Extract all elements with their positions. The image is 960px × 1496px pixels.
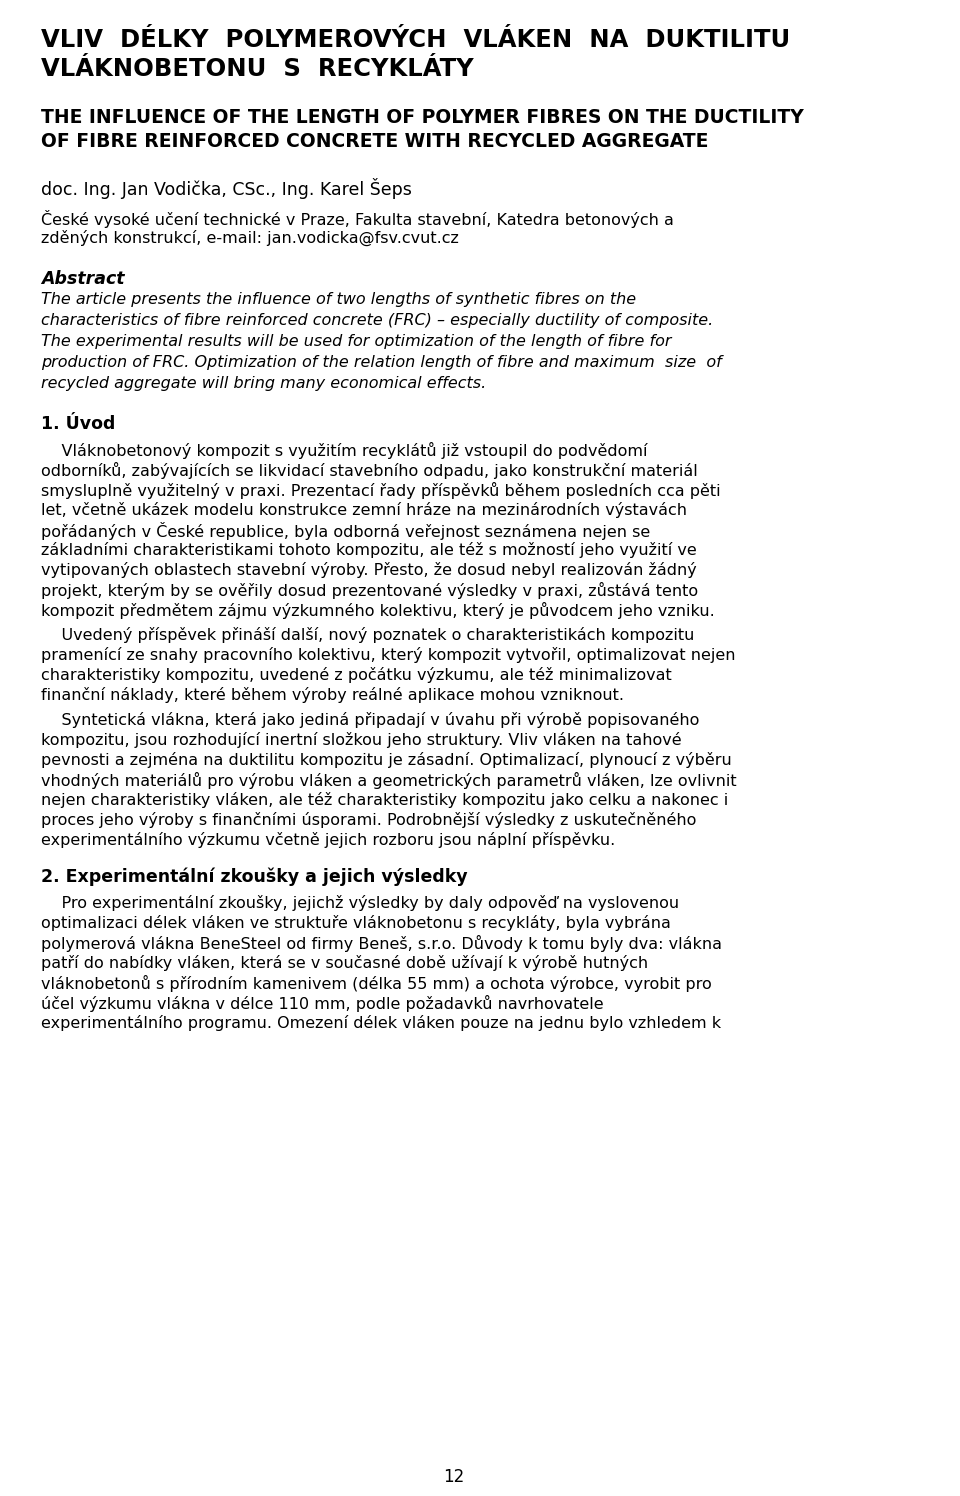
Text: vytipovaných oblastech stavební výroby. Přesto, že dosud nebyl realizován žádný: vytipovaných oblastech stavební výroby. … — [40, 562, 696, 577]
Text: 1. Úvod: 1. Úvod — [40, 414, 115, 432]
Text: optimalizaci délek vláken ve struktuře vláknobetonu s recykláty, byla vybrána: optimalizaci délek vláken ve struktuře v… — [40, 916, 670, 931]
Text: vláknobetonů s přírodním kamenivem (délka 55 mm) a ochota výrobce, vyrobit pro: vláknobetonů s přírodním kamenivem (délk… — [40, 975, 711, 992]
Text: zděných konstrukcí, e-mail: jan.vodicka@fsv.cvut.cz: zděných konstrukcí, e-mail: jan.vodicka@… — [40, 230, 459, 247]
Text: finanční náklady, které během výroby reálné aplikace mohou vzniknout.: finanční náklady, které během výroby reá… — [40, 687, 624, 703]
Text: 2. Experimentální zkoušky a jejich výsledky: 2. Experimentální zkoušky a jejich výsle… — [40, 868, 468, 886]
Text: projekt, kterým by se ověřily dosud prezentované výsledky v praxi, zůstává tento: projekt, kterým by se ověřily dosud prez… — [40, 582, 698, 598]
Text: pořádaných v České republice, byla odborná veřejnost seznámena nejen se: pořádaných v České republice, byla odbor… — [40, 522, 650, 540]
Text: odborníků, zabývajících se likvidací stavebního odpadu, jako konstrukční materiá: odborníků, zabývajících se likvidací sta… — [40, 462, 697, 479]
Text: účel výzkumu vlákna v délce 110 mm, podle požadavků navrhovatele: účel výzkumu vlákna v délce 110 mm, podl… — [40, 995, 603, 1011]
Text: Pro experimentální zkoušky, jejichž výsledky by daly odpověď na vyslovenou: Pro experimentální zkoušky, jejichž výsl… — [40, 895, 679, 911]
Text: Syntetická vlákna, která jako jediná připadají v úvahu při výrobě popisovaného: Syntetická vlákna, která jako jediná při… — [40, 712, 699, 729]
Text: smysluplně využitelný v praxi. Prezentací řady příspěvků během posledních cca pě: smysluplně využitelný v praxi. Prezentac… — [40, 482, 720, 500]
Text: experimentálního programu. Omezení délek vláken pouze na jednu bylo vzhledem k: experimentálního programu. Omezení délek… — [40, 1014, 721, 1031]
Text: experimentálního výzkumu včetně jejich rozboru jsou náplní příspěvku.: experimentálního výzkumu včetně jejich r… — [40, 832, 615, 848]
Text: vhodných materiálů pro výrobu vláken a geometrických parametrů vláken, lze ovliv: vhodných materiálů pro výrobu vláken a g… — [40, 772, 736, 788]
Text: charakteristiky kompozitu, uvedené z počátku výzkumu, ale též minimalizovat: charakteristiky kompozitu, uvedené z poč… — [40, 667, 671, 684]
Text: recycled aggregate will bring many economical effects.: recycled aggregate will bring many econo… — [40, 375, 486, 390]
Text: kompozitu, jsou rozhodující inertní složkou jeho struktury. Vliv vláken na tahov: kompozitu, jsou rozhodující inertní slož… — [40, 732, 682, 748]
Text: základními charakteristikami tohoto kompozitu, ale též s možností jeho využití v: základními charakteristikami tohoto komp… — [40, 542, 696, 558]
Text: proces jeho výroby s finančními úsporami. Podrobnější výsledky z uskutečněného: proces jeho výroby s finančními úsporami… — [40, 812, 696, 827]
Text: THE INFLUENCE OF THE LENGTH OF POLYMER FIBRES ON THE DUCTILITY
OF FIBRE REINFORC: THE INFLUENCE OF THE LENGTH OF POLYMER F… — [40, 108, 804, 151]
Text: Uvedený příspěvek přináší další, nový poznatek o charakteristikách kompozitu: Uvedený příspěvek přináší další, nový po… — [40, 627, 694, 643]
Text: Abstract: Abstract — [40, 269, 124, 289]
Text: polymerová vlákna BeneSteel od firmy Beneš, s.r.o. Důvody k tomu byly dva: vlákn: polymerová vlákna BeneSteel od firmy Ben… — [40, 935, 722, 951]
Text: characteristics of fibre reinforced concrete (FRC) – especially ductility of com: characteristics of fibre reinforced conc… — [40, 313, 713, 328]
Text: let, včetně ukázek modelu konstrukce zemní hráze na mezinárodních výstavách: let, včetně ukázek modelu konstrukce zem… — [40, 503, 686, 518]
Text: České vysoké učení technické v Praze, Fakulta stavební, Katedra betonových a: České vysoké učení technické v Praze, Fa… — [40, 209, 674, 227]
Text: The article presents the influence of two lengths of synthetic fibres on the: The article presents the influence of tw… — [40, 292, 636, 307]
Text: patří do nabídky vláken, která se v současné době užívají k výrobě hutných: patří do nabídky vláken, která se v souč… — [40, 954, 648, 971]
Text: nejen charakteristiky vláken, ale též charakteristiky kompozitu jako celku a nak: nejen charakteristiky vláken, ale též ch… — [40, 791, 728, 808]
Text: pramenící ze snahy pracovního kolektivu, který kompozit vytvořil, optimalizovat : pramenící ze snahy pracovního kolektivu,… — [40, 646, 735, 663]
Text: pevnosti a zejména na duktilitu kompozitu je zásadní. Optimalizací, plynoucí z v: pevnosti a zejména na duktilitu kompozit… — [40, 752, 732, 767]
Text: VLIV  DÉLKY  POLYMEROVÝCH  VLÁKEN  NA  DUKTILITU
VLÁKNOBETONU  S  RECYKLÁTY: VLIV DÉLKY POLYMEROVÝCH VLÁKEN NA DUKTIL… — [40, 28, 790, 81]
Text: production of FRC. Optimization of the relation length of fibre and maximum  siz: production of FRC. Optimization of the r… — [40, 355, 721, 370]
Text: kompozit předmětem zájmu výzkumného kolektivu, který je původcem jeho vzniku.: kompozit předmětem zájmu výzkumného kole… — [40, 601, 714, 619]
Text: The experimental results will be used for optimization of the length of fibre fo: The experimental results will be used fo… — [40, 334, 671, 349]
Text: doc. Ing. Jan Vodička, CSc., Ing. Karel Šeps: doc. Ing. Jan Vodička, CSc., Ing. Karel … — [40, 178, 412, 199]
Text: 12: 12 — [444, 1468, 465, 1486]
Text: Vláknobetonový kompozit s využitím recyklátů již vstoupil do podvědomí: Vláknobetonový kompozit s využitím recyk… — [40, 441, 647, 459]
